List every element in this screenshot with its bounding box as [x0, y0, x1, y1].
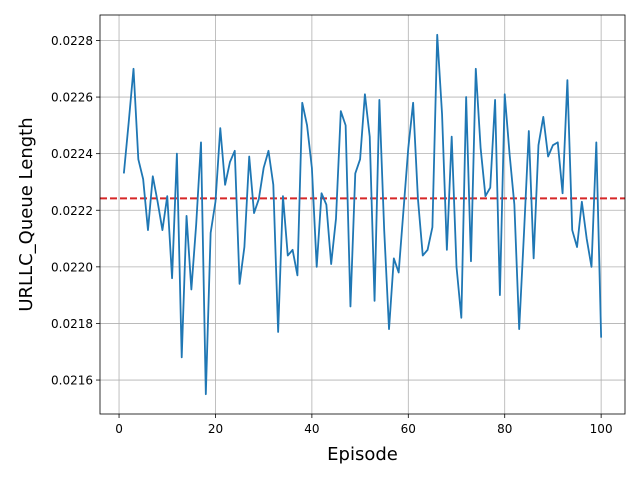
plot-frame [99, 14, 626, 415]
y-tick-label: 0.0218 [51, 317, 93, 331]
y-tick-label: 0.0222 [51, 204, 93, 218]
y-ticks: 0.0216 0.0218 0.0220 0.0222 0.0224 0.0226 0.02… [51, 34, 100, 388]
y-tick-label: 0.0224 [51, 147, 93, 161]
series-group [122, 33, 603, 396]
x-tick-label: 80 [497, 422, 512, 436]
series-line [122, 33, 603, 396]
y-tick-label: 0.0216 [51, 374, 93, 388]
y-tick-label: 0.0228 [51, 34, 93, 48]
grid [100, 15, 625, 414]
y-tick-label: 0.0220 [51, 260, 93, 274]
x-tick-label: 0 [115, 422, 123, 436]
x-tick-label: 100 [590, 422, 613, 436]
x-ticks: 0 20 40 60 80 100 [115, 414, 613, 436]
x-axis-title: Episode [327, 444, 398, 465]
x-tick-label: 60 [401, 422, 416, 436]
x-tick-label: 40 [304, 422, 319, 436]
x-tick-label: 20 [208, 422, 223, 436]
y-tick-label: 0.0226 [51, 91, 93, 105]
y-axis-title: URLLC_Queue Length [16, 117, 37, 311]
